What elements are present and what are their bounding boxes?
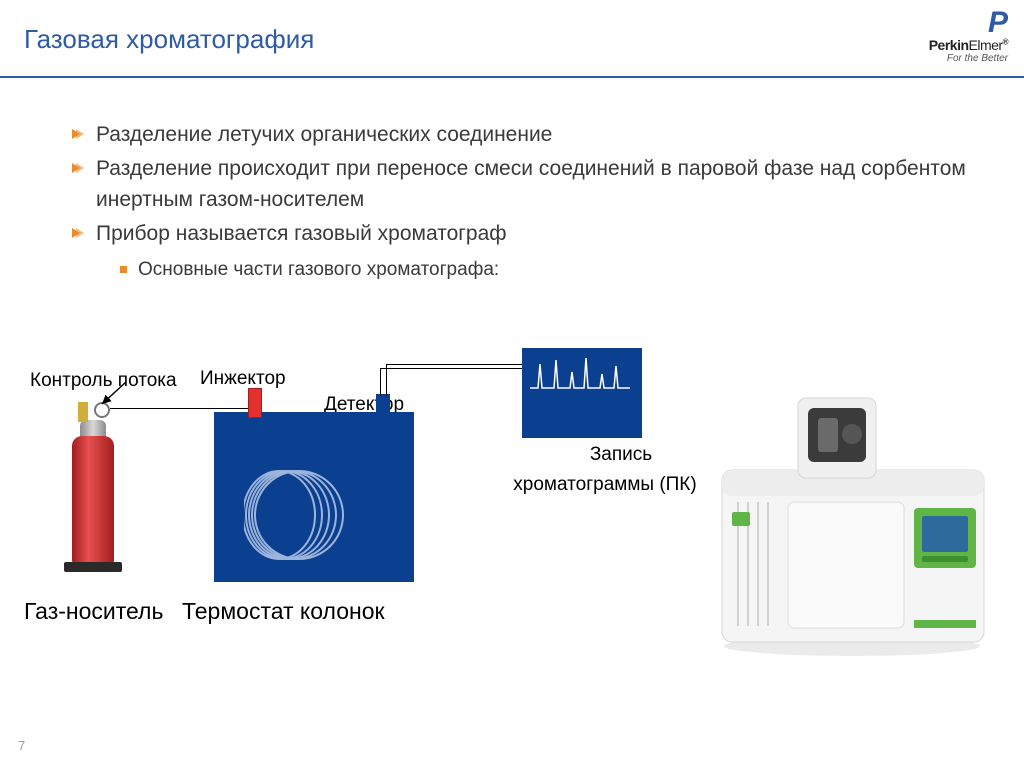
sub-bullet-item: Основные части газового хроматографа: — [116, 256, 984, 285]
bullet-item: Разделение летучих органических соединен… — [60, 120, 984, 150]
gc-instrument-image — [702, 390, 1002, 660]
label-column-oven: Термостат колонок — [182, 598, 385, 625]
bullet-item: Прибор называется газовый хроматограф — [60, 219, 984, 249]
column-coil-icon — [244, 460, 354, 570]
sub-bullet-list: Основные части газового хроматографа: — [116, 256, 984, 285]
cylinder-base — [64, 562, 122, 572]
slide-header: Газовая хроматография — [0, 0, 1024, 78]
page-number: 7 — [18, 738, 25, 753]
logo-brand-thin: Elmer — [969, 37, 1003, 53]
signal-wire — [380, 368, 526, 369]
bullet-item: Разделение происходит при переносе смеси… — [60, 154, 984, 215]
signal-wire — [386, 364, 532, 365]
chromatogram-trace-icon — [530, 354, 634, 390]
signal-wire — [380, 368, 381, 396]
logo-brand-bold: Perkin — [929, 37, 969, 53]
header-underline — [0, 76, 1024, 78]
label-recorder-1: Запись — [536, 444, 706, 466]
label-carrier-gas: Газ-носитель — [24, 598, 163, 625]
gas-cylinder — [72, 436, 114, 566]
logo-brand: PerkinElmer® — [929, 38, 1008, 52]
flow-arrow-icon — [78, 376, 158, 426]
brand-logo: P PerkinElmer® For the Better — [929, 8, 1008, 64]
slide-title: Газовая хроматография — [24, 24, 314, 55]
label-injector: Инжектор — [200, 368, 286, 390]
tube-cylinder-injector — [110, 408, 250, 409]
label-recorder-2: хроматограммы (ПК) — [500, 474, 710, 496]
logo-mark-icon: P — [929, 8, 1008, 38]
logo-tagline: For the Better — [929, 54, 1008, 64]
injector-port — [248, 388, 262, 418]
slide-content: Разделение летучих органических соединен… — [60, 120, 984, 284]
bullet-list: Разделение летучих органических соединен… — [60, 120, 984, 250]
gc-schematic-diagram: Контроль потока Инжектор Детектор Колонк… — [24, 340, 664, 660]
detector-port — [376, 394, 390, 414]
